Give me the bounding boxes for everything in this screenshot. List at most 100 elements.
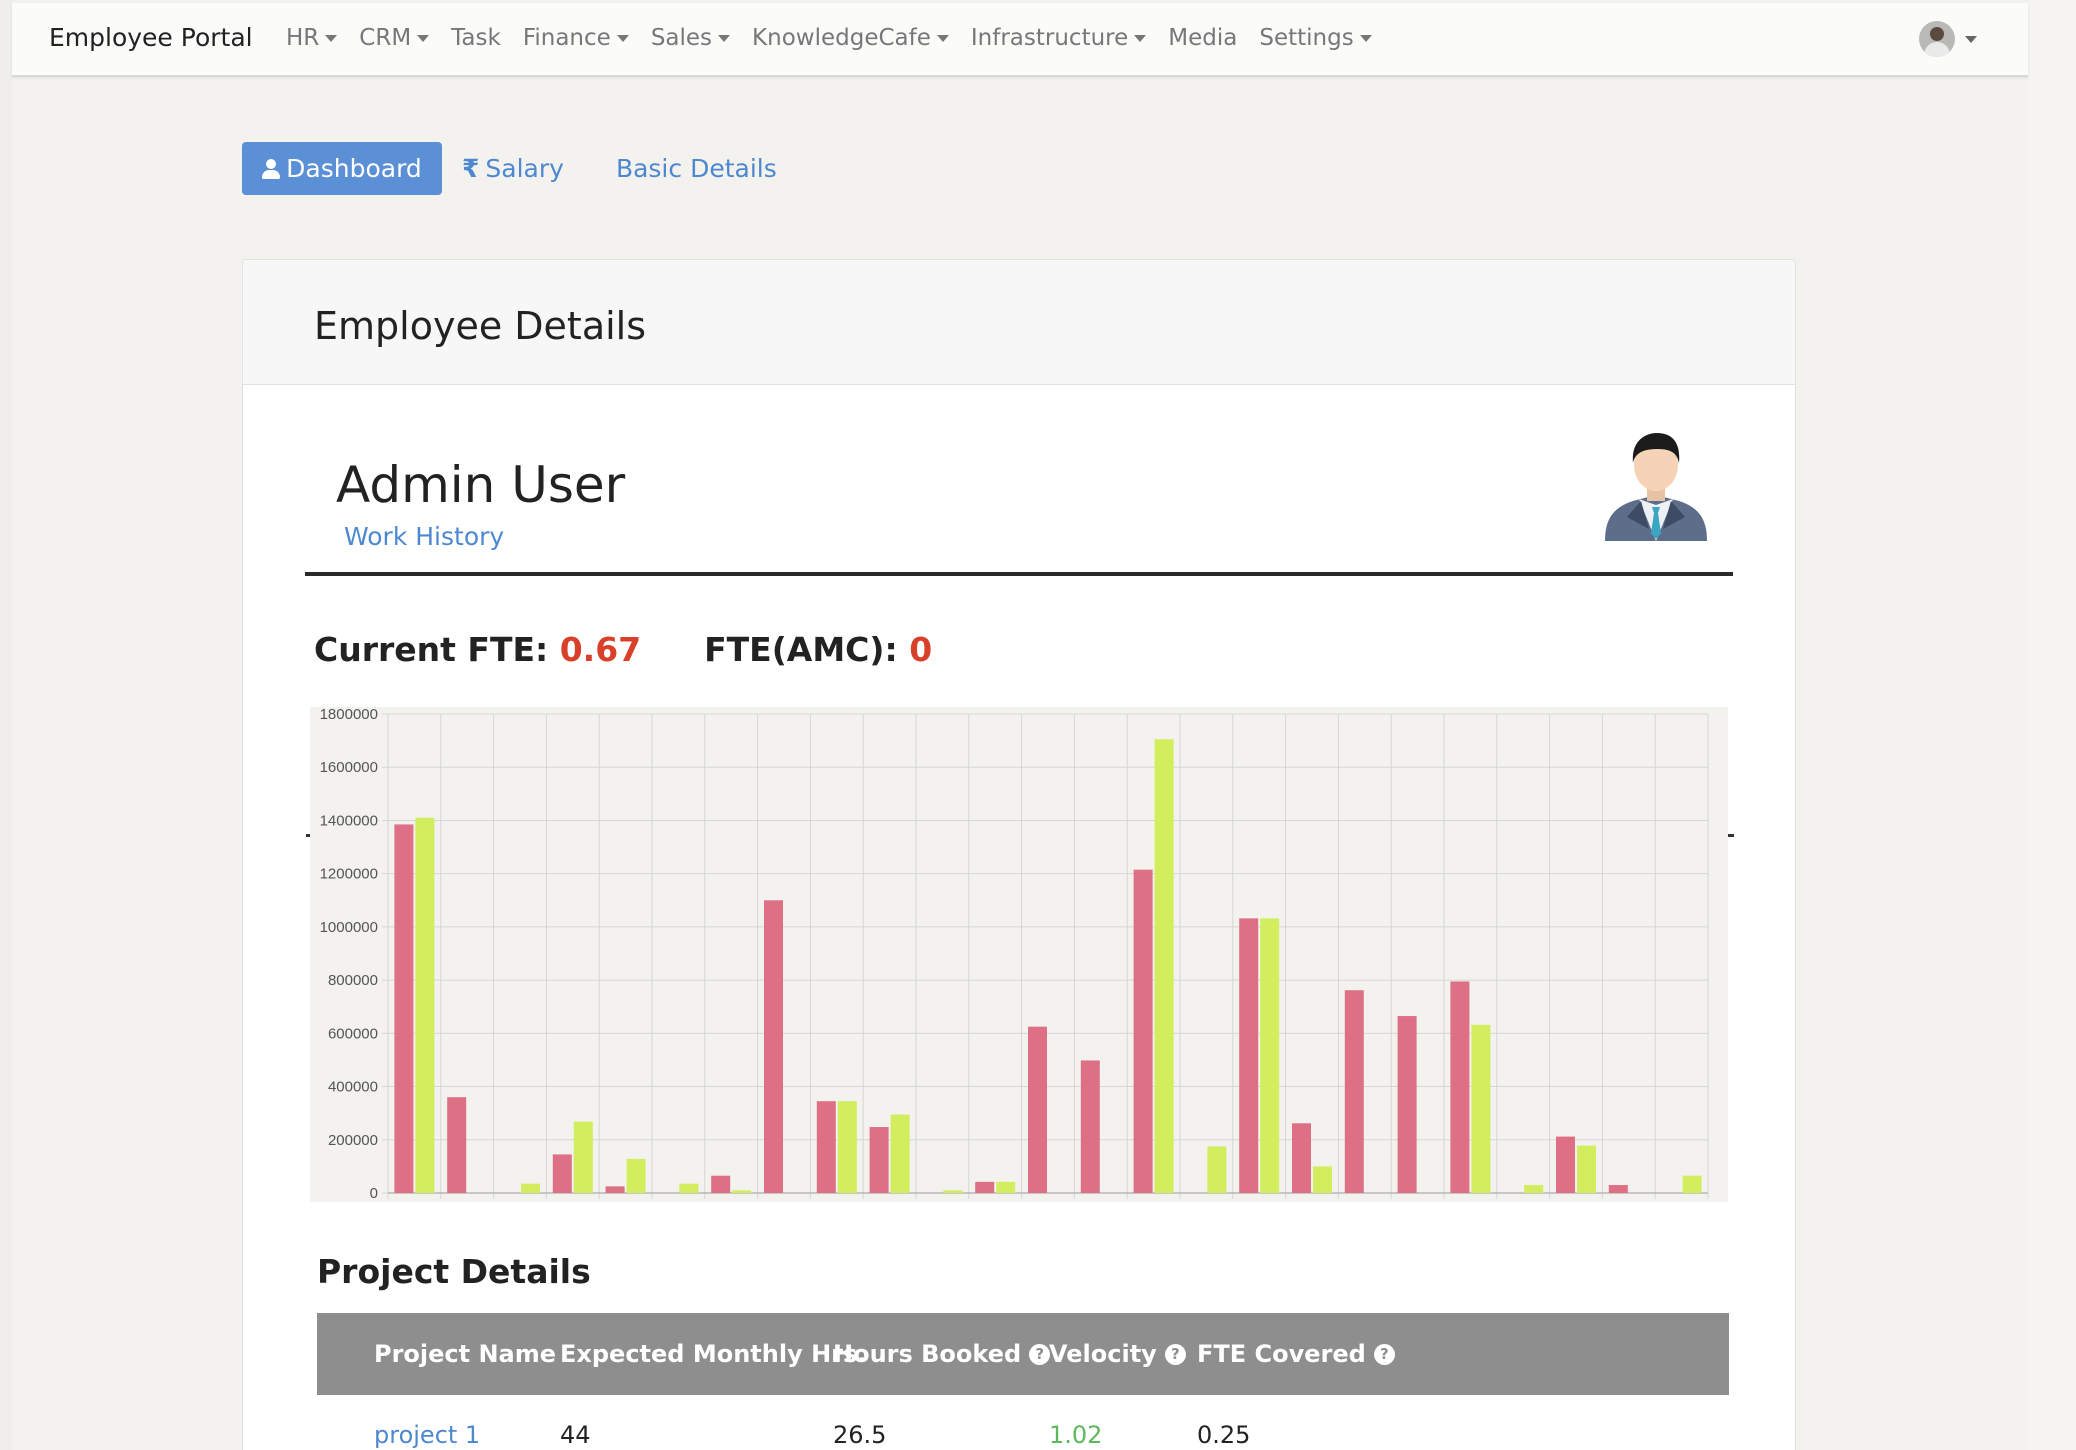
caret-down-icon [718,34,731,42]
y-tick-label: 800000 [328,972,378,989]
bar-series-1 [1292,1123,1311,1193]
section-divider [305,572,1733,576]
bar-series-2 [837,1101,857,1193]
caret-down-icon [1359,34,1372,42]
y-tick-label: 0 [370,1185,378,1202]
bar-series-1 [711,1175,731,1193]
bar-series-2 [1682,1175,1702,1193]
expected-hours-cell: 44 [560,1421,591,1449]
bar-series-2 [626,1158,646,1193]
y-tick-label: 1400000 [320,812,378,829]
nav-item-knowledgecafe[interactable]: KnowledgeCafe [752,25,949,51]
tab-salary[interactable]: ₹ Salary [462,154,564,183]
column-header-fte-covered: FTE Covered? [1197,1313,1395,1395]
bar-series-2 [1577,1145,1596,1193]
bar-series-2 [890,1114,910,1193]
question-circle-icon[interactable]: ? [1373,1343,1395,1365]
nav-item-settings[interactable]: Settings [1259,25,1372,51]
bar-series-1 [394,824,414,1193]
profile-tabs: Dashboard ₹ Salary Basic Details [242,142,777,195]
nav-item-hr[interactable]: HR [286,25,338,51]
tab-basic-details[interactable]: Basic Details [615,154,777,183]
caret-down-icon [325,34,338,42]
rupee-icon: ₹ [462,154,480,183]
bar-series-1 [1028,1026,1047,1193]
fte-bar-chart: 0 200000 400000 600000 800000 1000000 1200000 1… [310,707,1728,1202]
y-tick-label: 400000 [328,1079,378,1096]
bar-series-2 [573,1121,593,1193]
y-tick-label: 1200000 [320,866,378,883]
bar-series-2 [1524,1185,1544,1193]
caret-down-icon [616,34,629,42]
y-tick-label: 1800000 [320,707,378,723]
nav-item-finance[interactable]: Finance [523,25,629,51]
card-title: Employee Details [314,304,647,348]
brand-link[interactable]: Employee Portal [49,23,253,52]
bar-series-2 [1154,739,1174,1193]
bar-series-2 [415,817,435,1193]
bar-series-2 [521,1183,540,1193]
fte-summary: Current FTE: 0.67 FTE(AMC): 0 [314,630,933,669]
bar-series-1 [869,1127,889,1193]
divider-tick [1726,834,1734,837]
y-tick-label: 600000 [328,1025,378,1042]
work-history-link[interactable]: Work History [344,522,505,551]
bar-series-2 [943,1190,963,1193]
column-header-hours-booked: Hours Booked? [833,1313,1051,1395]
nav-item-crm[interactable]: CRM [359,25,430,51]
project-details-title: Project Details [317,1252,591,1291]
bar-series-2 [1207,1146,1227,1193]
user-avatar-icon [1919,21,1955,57]
male-employee-avatar-icon [1605,433,1707,541]
bar-series-2 [732,1190,752,1193]
nav-item-sales[interactable]: Sales [651,25,731,51]
card-header [243,260,1795,385]
caret-down-icon [936,34,949,42]
velocity-cell: 1.02 [1049,1421,1103,1449]
tab-dashboard[interactable]: Dashboard [242,142,442,195]
caret-down-icon [1965,35,1977,43]
bar-series-2 [996,1181,1016,1193]
y-tick-label: 1000000 [320,919,378,936]
nav-item-task[interactable]: Task [451,25,501,51]
project-table-header: Project Name Expected Monthly Hrs. Hours… [317,1313,1729,1395]
bar-series-1 [1556,1136,1575,1193]
bar-series-1 [816,1101,836,1193]
question-circle-icon[interactable]: ? [1029,1343,1051,1365]
bar-series-1 [1344,990,1364,1193]
y-tick-label: 1600000 [320,759,378,776]
column-header-project-name: Project Name [374,1340,557,1368]
employee-name: Admin User [336,456,626,514]
bar-series-1 [1397,1016,1417,1193]
column-header-velocity: Velocity? [1049,1313,1186,1395]
bar-series-1 [605,1186,625,1193]
project-name-link[interactable]: project 1 [374,1421,481,1449]
question-circle-icon[interactable]: ? [1164,1343,1186,1365]
bar-series-1 [552,1154,572,1193]
user-menu-toggle[interactable] [1919,21,1977,57]
top-navbar: Employee Portal HR CRM Task Finance Sale… [12,3,2028,77]
bar-chart-svg: 0 200000 400000 600000 800000 1000000 1200000 1… [320,707,1709,1202]
bar-series-1 [1450,981,1470,1193]
nav-item-infrastructure[interactable]: Infrastructure [971,25,1147,51]
bar-series-1 [1133,869,1153,1193]
caret-down-icon [417,34,430,42]
bar-series-1 [764,900,783,1193]
bar-series-1 [1239,918,1259,1193]
current-fte-value: 0.67 [559,630,642,669]
nav-item-media[interactable]: Media [1168,25,1238,51]
bar-series-2 [679,1183,699,1193]
bar-series-1 [447,1097,467,1193]
hours-booked-cell: 26.5 [833,1421,887,1449]
bar-series-2 [1471,1024,1491,1193]
bar-series-1 [1080,1060,1100,1193]
caret-down-icon [1134,34,1147,42]
bar-series-2 [1313,1166,1332,1193]
bar-series-1 [975,1181,995,1193]
fte-covered-cell: 0.25 [1197,1421,1251,1449]
amc-fte-value: 0 [909,630,933,669]
bar-series-1 [1608,1185,1628,1193]
column-header-expected-hours: Expected Monthly Hrs. [560,1340,867,1368]
nav-menu: HR CRM Task Finance Sales KnowledgeCafe … [286,25,1394,51]
table-row: project 1 44 26.5 1.02 0.25 [317,1395,1729,1450]
